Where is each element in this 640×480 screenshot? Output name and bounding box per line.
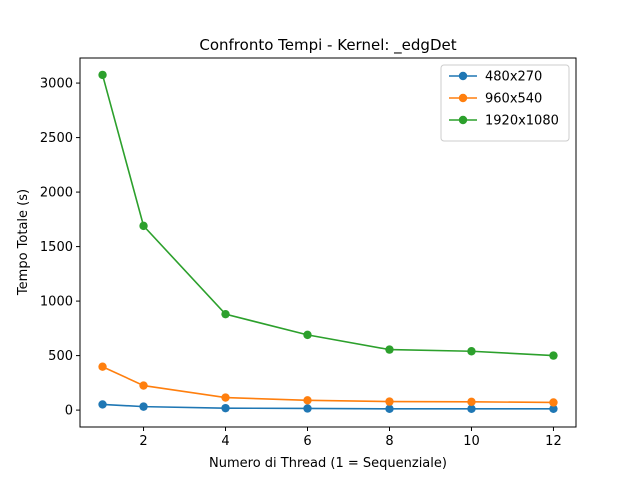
plot-frame	[79, 57, 577, 428]
x-tick-label: 4	[221, 434, 229, 449]
data-point-1920x1080	[303, 330, 312, 340]
data-point-1920x1080	[221, 309, 230, 319]
x-tick-label: 12	[545, 434, 562, 449]
y-tick-label: 3000	[40, 77, 73, 92]
chart-title: Confronto Tempi - Kernel: _edgDet	[199, 36, 456, 55]
data-point-480x270	[98, 400, 107, 409]
data-point-1920x1080	[139, 221, 148, 231]
x-tick-label: 6	[303, 434, 311, 449]
legend-label-1920x1080: 1920x1080	[485, 114, 559, 129]
data-point-960x540	[139, 381, 148, 390]
data-point-480x270	[221, 403, 230, 413]
data-point-1920x1080	[98, 70, 107, 80]
data-point-960x540	[467, 397, 476, 407]
y-axis-label: Tempo Totale (s)	[16, 189, 31, 296]
y-tick-label: 0	[65, 404, 73, 419]
data-point-960x540	[303, 396, 312, 405]
y-tick-label: 500	[48, 349, 73, 364]
x-tick-label: 2	[139, 434, 147, 449]
series-line-480x270	[102, 403, 554, 410]
x-axis-label: Numero di Thread (1 = Sequenziale)	[209, 456, 447, 471]
data-point-480x270	[549, 404, 558, 413]
legend-marker-480x270	[458, 71, 468, 81]
y-axis: 0 500 1000 1500 2000 2500 3000	[40, 77, 80, 419]
data-point-480x270	[303, 404, 312, 413]
x-tick-label: 8	[385, 434, 393, 449]
legend: 480x270 960x540 1920x1080	[440, 64, 570, 142]
legend-marker-1920x1080	[458, 115, 468, 125]
data-point-960x540	[221, 393, 230, 402]
data-point-1920x1080	[467, 347, 476, 356]
x-axis: 2 4 6 8 10 12	[139, 427, 562, 449]
data-point-1920x1080	[549, 351, 558, 360]
data-point-480x270	[139, 402, 148, 411]
x-tick-label: 10	[463, 434, 480, 449]
data-point-960x540	[98, 362, 107, 371]
data-point-1920x1080	[385, 345, 394, 354]
y-tick-label: 1000	[40, 295, 73, 310]
y-tick-label: 1500	[40, 240, 73, 255]
data-point-480x270	[467, 404, 476, 413]
data-point-960x540	[549, 398, 558, 407]
y-tick-label: 2000	[40, 186, 73, 201]
legend-label-480x270: 480x270	[485, 70, 542, 85]
series-line-960x540	[102, 365, 554, 404]
legend-frame	[440, 64, 570, 142]
legend-marker-960x540	[458, 93, 468, 103]
data-point-480x270	[385, 404, 394, 413]
y-tick-label: 2500	[40, 131, 73, 146]
series-layer	[98, 70, 558, 413]
legend-label-960x540: 960x540	[485, 92, 542, 107]
data-point-960x540	[385, 397, 394, 406]
